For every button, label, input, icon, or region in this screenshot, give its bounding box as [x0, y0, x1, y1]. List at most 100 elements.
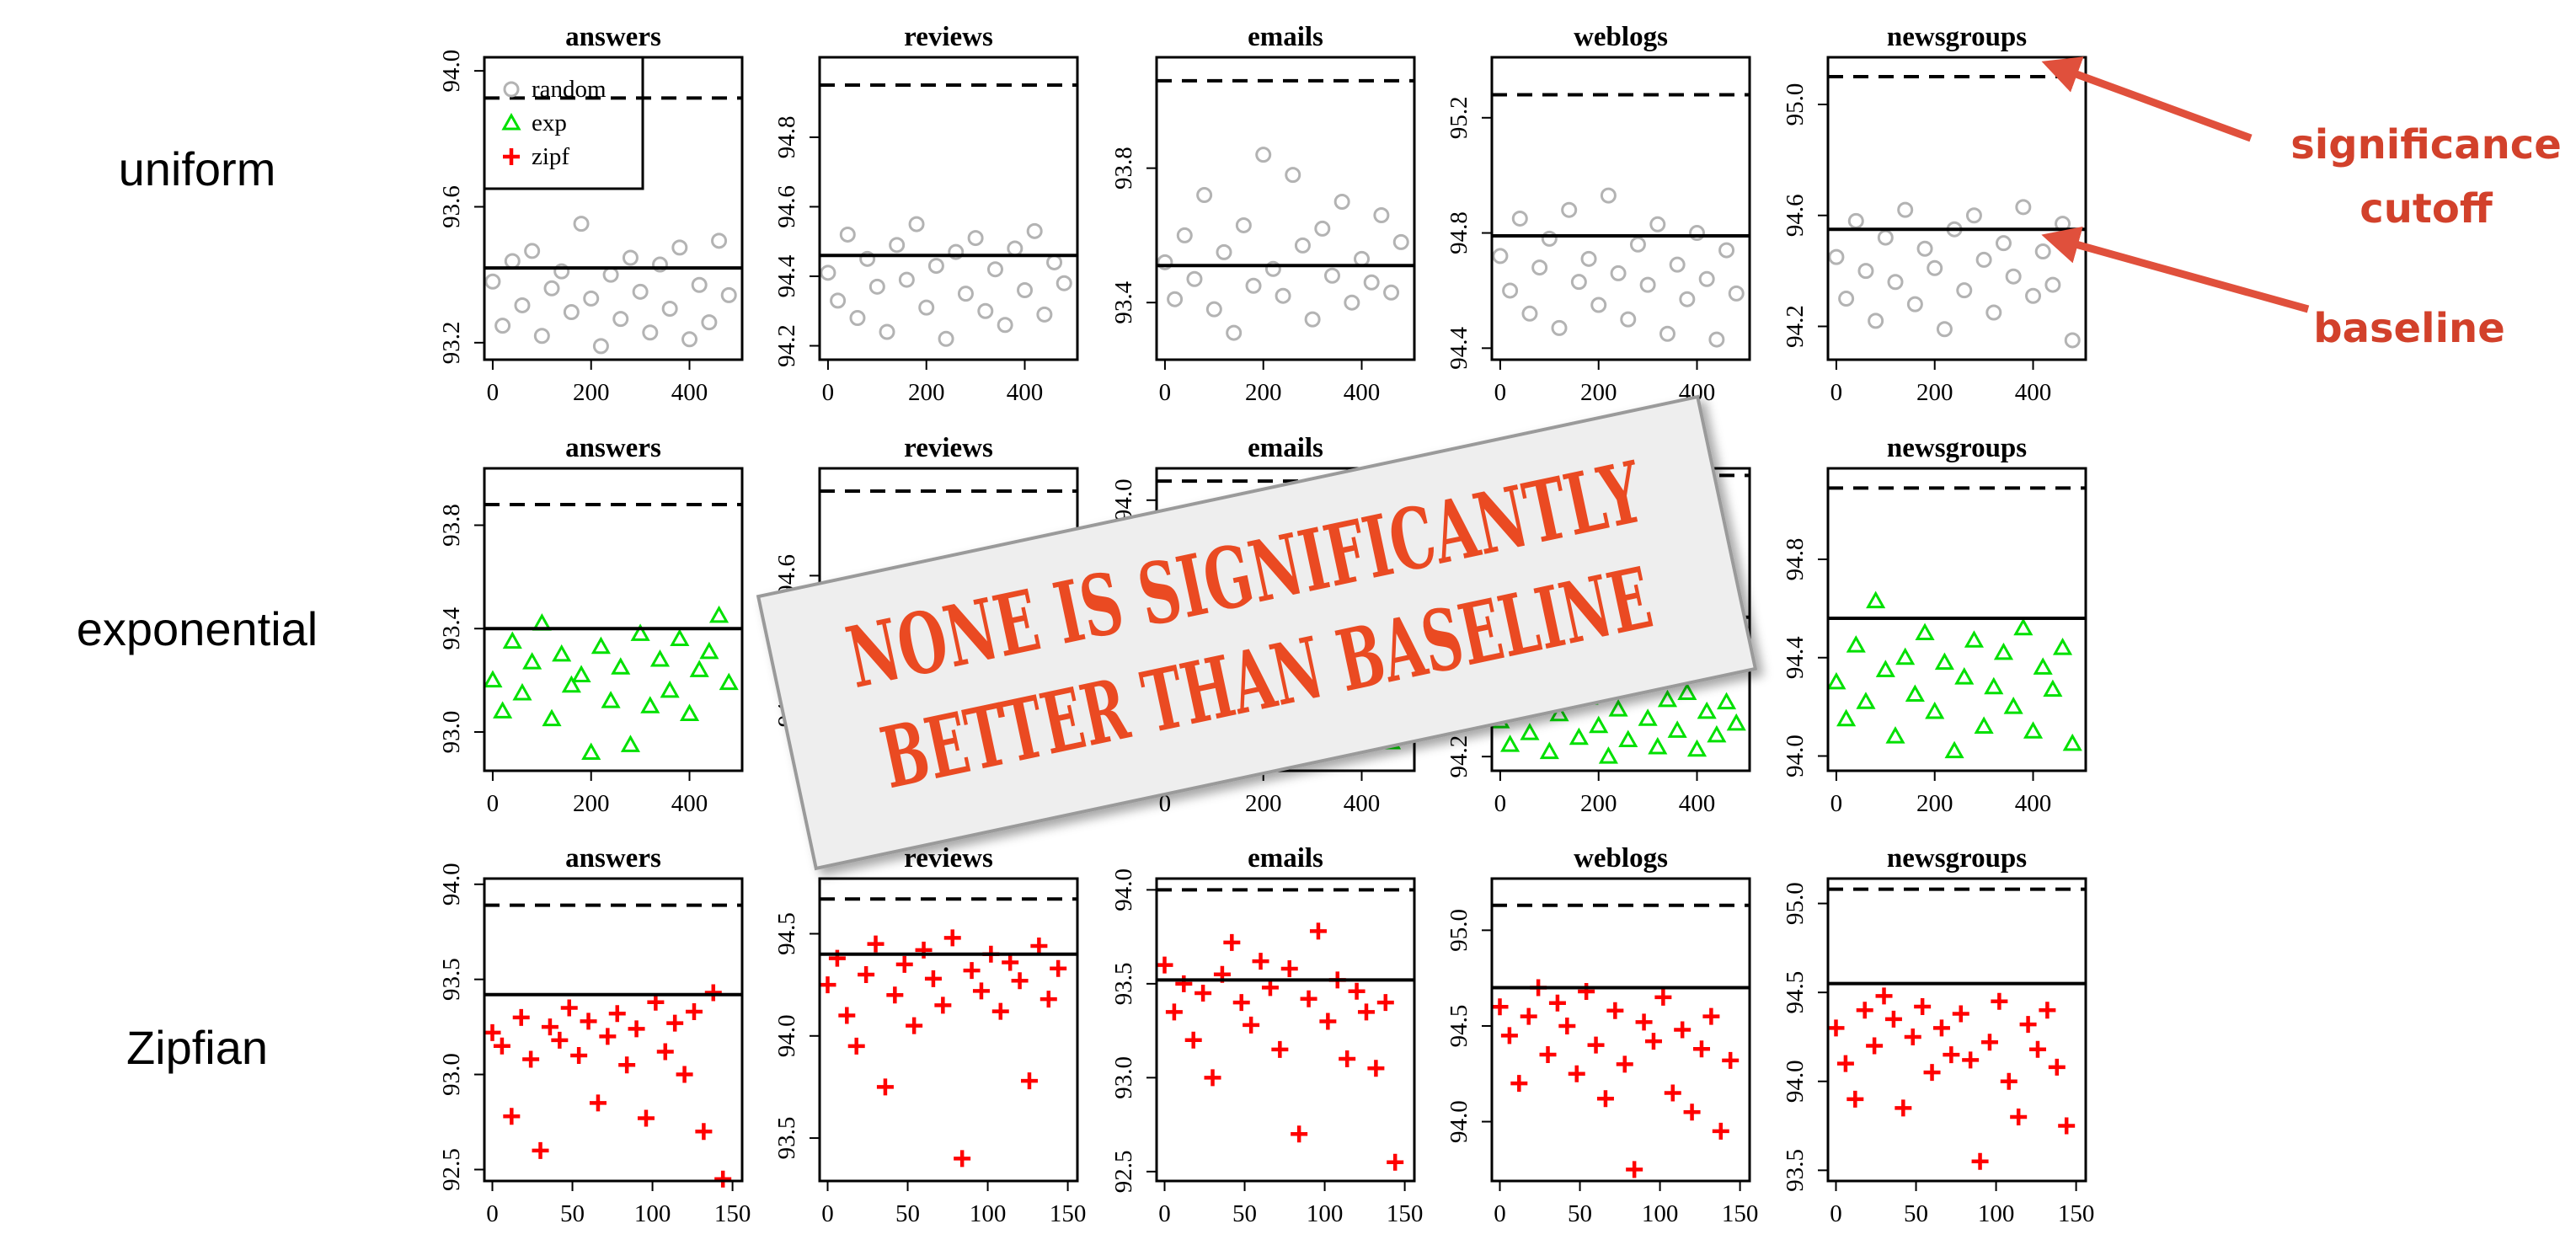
- point: [1683, 1103, 1701, 1121]
- point: [948, 243, 965, 260]
- point: [1036, 306, 1053, 323]
- point: [512, 1008, 530, 1026]
- point: [1728, 285, 1745, 302]
- y-tick-label: 94.2: [1782, 305, 1809, 348]
- y-tick-label: 95.0: [1446, 909, 1472, 952]
- point: [1904, 1028, 1921, 1045]
- point: [1638, 708, 1658, 726]
- point: [632, 283, 649, 300]
- point: [640, 696, 660, 713]
- point: [1932, 1019, 1950, 1037]
- point: [2019, 1016, 2037, 1034]
- point: [1648, 736, 1668, 755]
- x-tick-label: 100: [634, 1200, 671, 1227]
- y-tick-label: 94.8: [1782, 538, 1809, 581]
- point: [543, 280, 560, 297]
- point: [503, 1108, 521, 1125]
- point: [1344, 294, 1360, 311]
- y-tick-label: 95.0: [1782, 882, 1809, 925]
- panel-title: newsgroups: [1887, 22, 2027, 52]
- point: [1875, 660, 1895, 677]
- point: [1626, 1161, 1643, 1178]
- point: [1606, 1002, 1624, 1019]
- point: [1689, 225, 1706, 242]
- point: [1836, 708, 1857, 727]
- point: [1194, 985, 1212, 1002]
- y-tick-label: 94.8: [773, 116, 800, 159]
- point: [630, 623, 650, 641]
- point: [493, 1037, 510, 1055]
- point: [986, 261, 1003, 278]
- panel-title: reviews: [904, 22, 993, 52]
- point: [601, 691, 621, 708]
- x-tick-label: 0: [487, 379, 500, 406]
- point: [501, 112, 521, 131]
- point: [1657, 689, 1678, 708]
- point: [685, 1003, 703, 1021]
- point: [1176, 227, 1193, 243]
- x-tick-label: 0: [1494, 379, 1507, 406]
- point: [1697, 701, 1717, 719]
- point: [1363, 274, 1380, 291]
- point: [1216, 243, 1232, 260]
- point: [504, 253, 521, 270]
- y-tick-label: 94.0: [438, 863, 465, 906]
- point: [859, 250, 876, 267]
- point: [1252, 953, 1269, 970]
- x-tick-label: 200: [1245, 379, 1282, 406]
- point: [1866, 590, 1886, 609]
- point: [1030, 938, 1048, 955]
- point: [691, 276, 708, 293]
- point: [1664, 1084, 1681, 1102]
- point: [1383, 284, 1400, 301]
- point: [592, 338, 609, 355]
- point: [637, 1109, 655, 1127]
- point: [867, 935, 884, 953]
- point: [512, 682, 532, 701]
- point: [1956, 282, 1973, 299]
- point: [1708, 331, 1725, 348]
- y-tick-label: 93.0: [438, 1053, 465, 1096]
- point: [1600, 187, 1617, 204]
- plot-frame: [483, 877, 744, 1183]
- point: [1196, 187, 1213, 204]
- point: [589, 1094, 607, 1112]
- point: [1952, 1005, 1969, 1023]
- point: [1838, 291, 1855, 307]
- point: [2058, 1117, 2076, 1135]
- point: [1056, 275, 1072, 291]
- panel-title: answers: [565, 433, 661, 463]
- point: [1011, 972, 1029, 990]
- point: [977, 302, 994, 319]
- point: [542, 708, 562, 727]
- point: [2000, 1072, 2018, 1090]
- point: [819, 976, 836, 994]
- plot-frame: [1826, 467, 2087, 772]
- point: [704, 984, 722, 1002]
- point: [1639, 276, 1656, 293]
- x-tick-label: 200: [1916, 790, 1953, 817]
- point: [1050, 959, 1067, 977]
- point: [1677, 682, 1697, 700]
- point: [1539, 1046, 1557, 1064]
- y-tick-label: 93.0: [1110, 1056, 1137, 1099]
- point: [618, 1056, 636, 1074]
- point: [522, 1050, 540, 1068]
- x-tick-label: 150: [1387, 1200, 1424, 1227]
- point: [1510, 1075, 1528, 1093]
- panel-title: weblogs: [1574, 843, 1668, 874]
- y-tick-label: 94.0: [1110, 478, 1137, 521]
- point: [560, 999, 578, 1017]
- point: [1702, 1007, 1720, 1025]
- y-tick-label: 93.8: [1110, 147, 1137, 190]
- point: [908, 216, 925, 232]
- point: [1587, 1036, 1605, 1054]
- point: [1541, 230, 1558, 247]
- point: [1007, 240, 1023, 257]
- point: [1644, 1033, 1662, 1050]
- point: [493, 701, 513, 719]
- point: [522, 652, 542, 670]
- point: [1980, 1034, 1998, 1051]
- x-tick-label: 200: [908, 379, 945, 406]
- point: [858, 966, 875, 984]
